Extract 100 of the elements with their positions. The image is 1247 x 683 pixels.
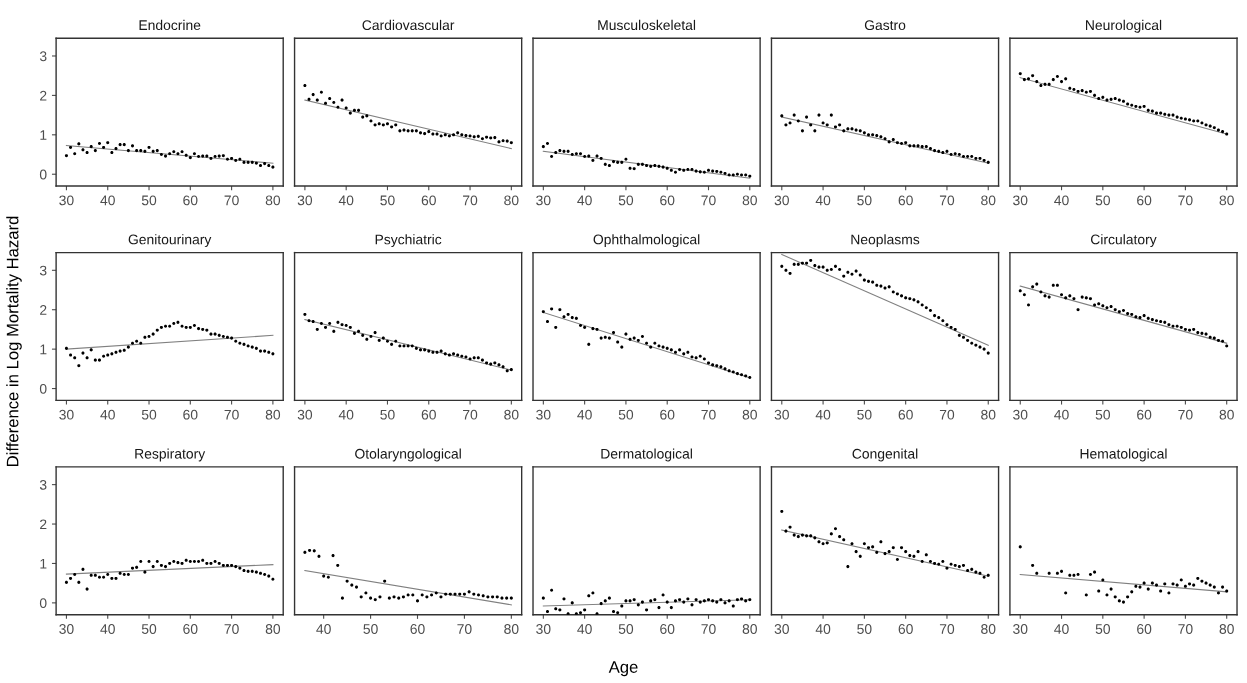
point: [1134, 315, 1138, 319]
y-tick-label: 3: [39, 265, 47, 276]
x-tick-label: 70: [1178, 409, 1193, 420]
point: [97, 141, 102, 146]
point: [974, 570, 978, 574]
point: [197, 154, 201, 159]
x-tick-label: 70: [1178, 624, 1193, 634]
point: [168, 152, 172, 156]
point: [89, 573, 93, 577]
point: [669, 606, 673, 610]
point: [460, 354, 464, 358]
point: [887, 285, 891, 289]
chart-title: Neoplasms: [851, 234, 920, 248]
point: [961, 563, 966, 567]
point: [862, 542, 866, 546]
point: [1109, 587, 1113, 591]
point: [122, 143, 126, 147]
x-tick-label: 80: [265, 624, 281, 634]
x-tick-label: 40: [316, 624, 331, 634]
point: [723, 171, 727, 175]
point: [307, 97, 311, 101]
point: [491, 595, 495, 599]
x-tick-label: 60: [183, 195, 198, 206]
point: [924, 145, 928, 149]
point: [595, 327, 599, 331]
point: [986, 573, 990, 577]
point: [739, 173, 744, 177]
point: [1150, 318, 1154, 322]
point: [331, 554, 335, 558]
x-tick-label: 40: [100, 195, 115, 206]
point: [978, 156, 982, 161]
point: [64, 346, 68, 350]
point: [603, 335, 607, 339]
point: [937, 149, 941, 153]
x-tick-label: 50: [363, 624, 378, 634]
x-tick-label: 70: [939, 624, 955, 634]
x-tick-label: 60: [898, 195, 913, 206]
point: [122, 348, 126, 352]
point: [234, 339, 238, 343]
x-tick-label: 40: [577, 624, 592, 634]
x-tick-label: 40: [577, 409, 592, 420]
x-tick-label: 70: [939, 409, 955, 420]
point: [85, 587, 89, 591]
x-tick-label: 70: [1178, 195, 1193, 206]
point: [1088, 297, 1092, 301]
point: [147, 334, 151, 339]
x-tick-label: 30: [536, 624, 551, 634]
point: [727, 599, 731, 603]
x-tick-label: 50: [1095, 409, 1111, 420]
x-tick-label: 50: [141, 409, 157, 420]
point: [271, 352, 275, 356]
point: [941, 319, 945, 323]
x-tick-label: 80: [504, 624, 519, 634]
point: [735, 598, 739, 602]
y-tick-label: 3: [39, 479, 47, 490]
point: [550, 154, 554, 159]
point: [352, 331, 356, 335]
point: [1055, 571, 1059, 575]
point: [398, 129, 402, 133]
point: [81, 351, 85, 355]
point: [1055, 74, 1059, 79]
point: [624, 599, 628, 603]
point: [842, 274, 846, 278]
point: [970, 567, 974, 571]
x-tick-label: 80: [981, 624, 996, 634]
x-tick-label: 80: [1219, 409, 1234, 420]
y-tick-label: 0: [39, 169, 47, 180]
x-tick-label: 80: [504, 409, 519, 420]
point: [135, 565, 139, 569]
point: [1068, 573, 1072, 577]
x-tick-label: 60: [410, 624, 425, 634]
x-tick-label: 30: [774, 624, 789, 634]
point: [669, 168, 673, 172]
point: [323, 325, 328, 330]
point: [447, 134, 451, 138]
x-tick-label: 40: [100, 624, 115, 634]
x-tick-label: 70: [701, 624, 716, 634]
point: [263, 572, 267, 577]
point: [435, 350, 439, 354]
point: [1163, 320, 1167, 324]
point: [1043, 82, 1047, 86]
point: [1026, 303, 1031, 307]
point: [899, 141, 904, 146]
y-tick-label: 2: [40, 90, 47, 101]
point: [1088, 572, 1092, 577]
x-tick-label: 50: [618, 624, 634, 634]
x-tick-label: 60: [898, 624, 913, 634]
y-tick-label: 1: [40, 344, 47, 355]
point: [727, 369, 731, 373]
point: [636, 162, 640, 166]
point: [64, 580, 68, 584]
point: [809, 258, 813, 263]
point: [578, 323, 583, 328]
x-tick-label: 40: [815, 195, 831, 206]
point: [545, 141, 550, 146]
point: [796, 119, 800, 123]
point: [328, 97, 332, 101]
point: [678, 167, 682, 172]
x-tick-label: 50: [1095, 624, 1111, 634]
point: [574, 316, 578, 320]
